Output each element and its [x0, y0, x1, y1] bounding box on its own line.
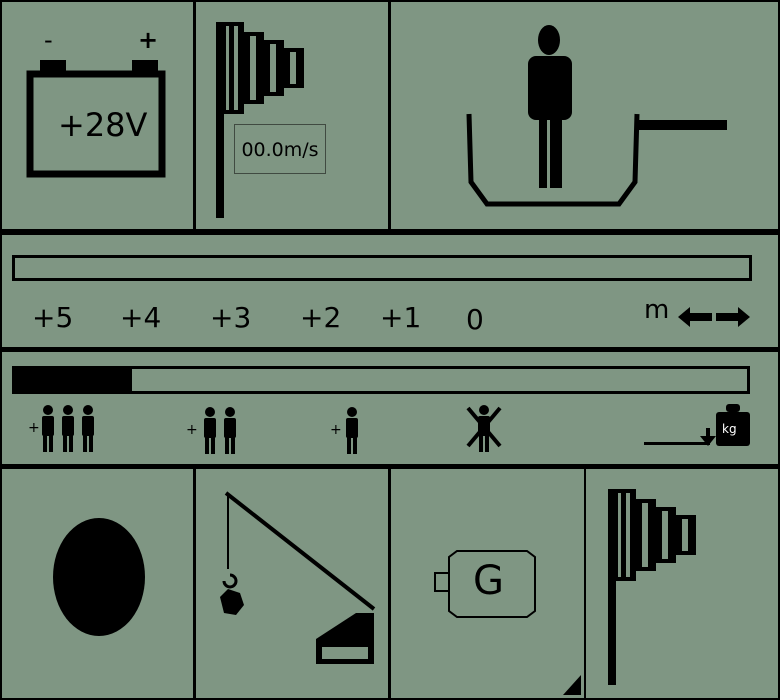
- crane-hook-icon: [220, 491, 376, 664]
- generator-panel: G: [391, 469, 584, 698]
- load-panel: + + + kg: [2, 352, 778, 464]
- windsock-icon: [216, 22, 304, 218]
- platform-panel: [391, 2, 778, 229]
- resize-corner-icon: [563, 675, 581, 695]
- boom-unit-label: m: [644, 295, 670, 325]
- scale-label-plus5: +5: [32, 301, 74, 334]
- no-person-icon: [466, 405, 502, 452]
- wind-panel: 00.0m/s: [196, 2, 388, 229]
- generator-icon: [434, 550, 536, 618]
- battery-panel: - + +28V: [2, 2, 193, 229]
- boom-extension-bar: [12, 255, 752, 281]
- crane-panel: [196, 469, 388, 698]
- scale-label-plus3: +3: [210, 301, 252, 334]
- battery-icon: [26, 60, 166, 178]
- boom-extension-panel: +5 +4 +3 +2 +1 0 m: [2, 235, 778, 347]
- generator-label: G: [473, 558, 504, 604]
- person-in-basket-icon: [466, 25, 727, 207]
- windsock-panel: [586, 469, 778, 698]
- indicator-panel: [2, 469, 193, 698]
- weight-kg-label: kg: [722, 422, 737, 436]
- scale-label-zero: 0: [466, 303, 484, 336]
- battery-voltage-label: +28V: [58, 106, 148, 144]
- load-level-prefix: +: [330, 422, 342, 438]
- weight-kg-icon: [644, 404, 750, 446]
- left-right-arrows-icon: [678, 307, 750, 327]
- three-persons-icon: [42, 405, 94, 452]
- load-level-prefix: +: [186, 422, 198, 438]
- scale-label-plus2: +2: [300, 301, 342, 334]
- status-oval-icon: [53, 518, 145, 636]
- load-bar-fill: [15, 369, 133, 391]
- load-bar: [12, 366, 750, 394]
- two-persons-icon: [204, 407, 236, 454]
- one-person-icon: [346, 407, 358, 454]
- battery-minus-label: -: [44, 26, 53, 54]
- windsock-icon: [608, 489, 696, 685]
- load-level-prefix: +: [28, 420, 40, 436]
- scale-label-plus4: +4: [120, 301, 162, 334]
- wind-speed-readout: 00.0m/s: [234, 124, 326, 174]
- scale-label-plus1: +1: [380, 301, 422, 334]
- battery-plus-label: +: [138, 26, 159, 54]
